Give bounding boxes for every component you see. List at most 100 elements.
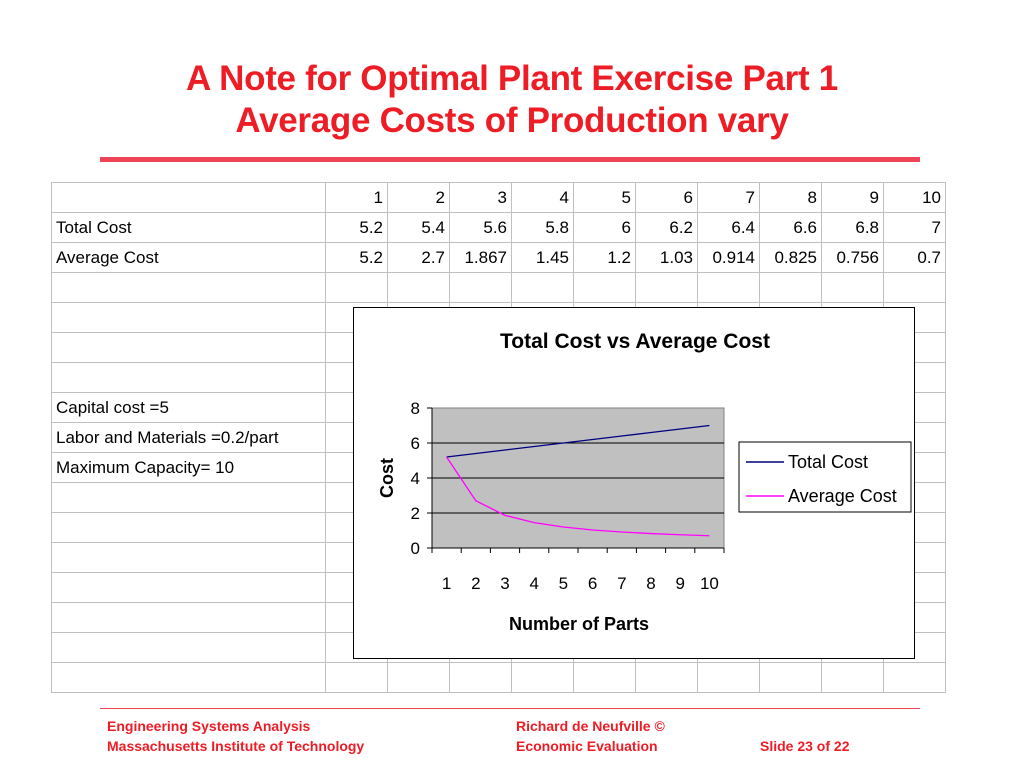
row-label-cell xyxy=(51,542,326,573)
y-tick-label: 8 xyxy=(411,399,420,418)
row-label-cell xyxy=(51,362,326,393)
row-label-cell xyxy=(51,662,326,693)
row-label-cell: Maximum Capacity= 10 xyxy=(51,452,326,483)
slide-title: A Note for Optimal Plant Exercise Part 1… xyxy=(0,58,1024,142)
x-tick-label: 10 xyxy=(700,574,719,593)
value-cell xyxy=(759,662,822,693)
value-cell: 0.914 xyxy=(697,242,760,273)
value-cell xyxy=(511,272,574,303)
value-cell xyxy=(325,272,388,303)
value-cell: 6.2 xyxy=(635,212,698,243)
value-cell: 1.45 xyxy=(511,242,574,273)
footer-course: Engineering Systems Analysis xyxy=(107,718,311,734)
value-cell: 7 xyxy=(883,212,946,243)
value-cell xyxy=(821,662,884,693)
x-tick-label: 2 xyxy=(471,574,480,593)
row-label-cell xyxy=(51,182,326,213)
chart-title: Total Cost vs Average Cost xyxy=(500,330,770,353)
x-tick-label: 5 xyxy=(559,574,568,593)
chart-area: 0 2 4 6 8 1 2 3 4 5 6 7 8 9 10 Total Cost vs Average Co… xyxy=(353,307,915,659)
value-cell xyxy=(573,272,636,303)
value-cell: 1.03 xyxy=(635,242,698,273)
x-tick-label: 7 xyxy=(617,574,626,593)
value-cell xyxy=(573,662,636,693)
value-cell xyxy=(387,662,450,693)
footer-topic: Economic Evaluation xyxy=(516,738,658,754)
legend xyxy=(738,441,912,513)
value-cell: 2.7 xyxy=(387,242,450,273)
x-tick-label: 3 xyxy=(500,574,509,593)
value-cell xyxy=(449,272,512,303)
x-tick-label: 4 xyxy=(529,574,538,593)
value-cell: 0.7 xyxy=(883,242,946,273)
title-divider xyxy=(100,157,920,162)
slide-title-line-2: Average Costs of Production vary xyxy=(235,101,789,140)
row-label-cell xyxy=(51,632,326,663)
x-axis-title: Number of Parts xyxy=(509,614,649,634)
value-cell: 5.4 xyxy=(387,212,450,243)
row-label-cell xyxy=(51,512,326,543)
row-label-cell xyxy=(51,332,326,363)
row-label-cell: Labor and Materials =0.2/part xyxy=(51,422,326,453)
value-cell: 1 xyxy=(325,182,388,213)
value-cell xyxy=(759,272,822,303)
value-cell xyxy=(821,272,884,303)
x-tick-label: 8 xyxy=(646,574,655,593)
value-cell: 6 xyxy=(635,182,698,213)
value-cell: 6.4 xyxy=(697,212,760,243)
row-label-cell xyxy=(51,602,326,633)
table-row xyxy=(51,272,946,303)
value-cell xyxy=(635,272,698,303)
value-cell: 6 xyxy=(573,212,636,243)
row-label-cell xyxy=(51,302,326,333)
value-cell xyxy=(697,272,760,303)
value-cell: 4 xyxy=(511,182,574,213)
value-cell xyxy=(883,272,946,303)
table-row: Average Cost 5.2 2.7 1.867 1.45 1.2 1.03 0.914 0… xyxy=(51,242,946,273)
slide-number: Slide 23 of 22 xyxy=(760,738,850,754)
row-label-cell: Capital cost =5 xyxy=(51,392,326,423)
value-cell: 5.2 xyxy=(325,212,388,243)
row-label-cell xyxy=(51,572,326,603)
line-chart: 0 2 4 6 8 1 2 3 4 5 6 7 8 9 10 Total Cost vs Average Co… xyxy=(377,330,912,634)
row-label-cell: Average Cost xyxy=(51,242,326,273)
row-label-cell xyxy=(51,272,326,303)
footer-middle: Richard de Neufville © Economic Evaluati… xyxy=(516,716,665,756)
value-cell xyxy=(449,662,512,693)
row-label-cell: Total Cost xyxy=(51,212,326,243)
x-tick-label: 1 xyxy=(442,574,451,593)
value-cell: 0.756 xyxy=(821,242,884,273)
y-tick-label: 6 xyxy=(411,434,420,453)
y-axis-title: Cost xyxy=(377,458,397,498)
value-cell: 9 xyxy=(821,182,884,213)
value-cell xyxy=(883,662,946,693)
value-cell: 2 xyxy=(387,182,450,213)
legend-entry: Average Cost xyxy=(788,486,897,506)
series-line xyxy=(446,456,710,537)
value-cell: 10 xyxy=(883,182,946,213)
value-cell: 5 xyxy=(573,182,636,213)
table-row: Total Cost 5.2 5.4 5.6 5.8 6 6.2 6.4 6.6 6.8 7 xyxy=(51,212,946,243)
value-cell: 7 xyxy=(697,182,760,213)
table-header-row: 1 2 3 4 5 6 7 8 9 10 xyxy=(51,182,946,213)
footer-divider xyxy=(100,708,920,709)
y-tick-label: 2 xyxy=(411,504,420,523)
row-label-cell xyxy=(51,482,326,513)
value-cell xyxy=(511,662,574,693)
y-tick-label: 4 xyxy=(411,469,420,488)
value-cell xyxy=(635,662,698,693)
value-cell: 3 xyxy=(449,182,512,213)
x-tick-label: 6 xyxy=(588,574,597,593)
value-cell: 1.867 xyxy=(449,242,512,273)
x-tick-label: 9 xyxy=(675,574,684,593)
footer-author: Richard de Neufville © xyxy=(516,718,665,734)
footer-institution: Massachusetts Institute of Technology xyxy=(107,738,365,754)
value-cell: 6.6 xyxy=(759,212,822,243)
value-cell xyxy=(387,272,450,303)
y-tick-label: 0 xyxy=(411,539,420,558)
footer-left: Engineering Systems Analysis Massachuset… xyxy=(107,716,364,756)
value-cell: 5.2 xyxy=(325,242,388,273)
legend-entry: Total Cost xyxy=(788,452,868,472)
series-line xyxy=(446,424,710,458)
value-cell: 1.2 xyxy=(573,242,636,273)
